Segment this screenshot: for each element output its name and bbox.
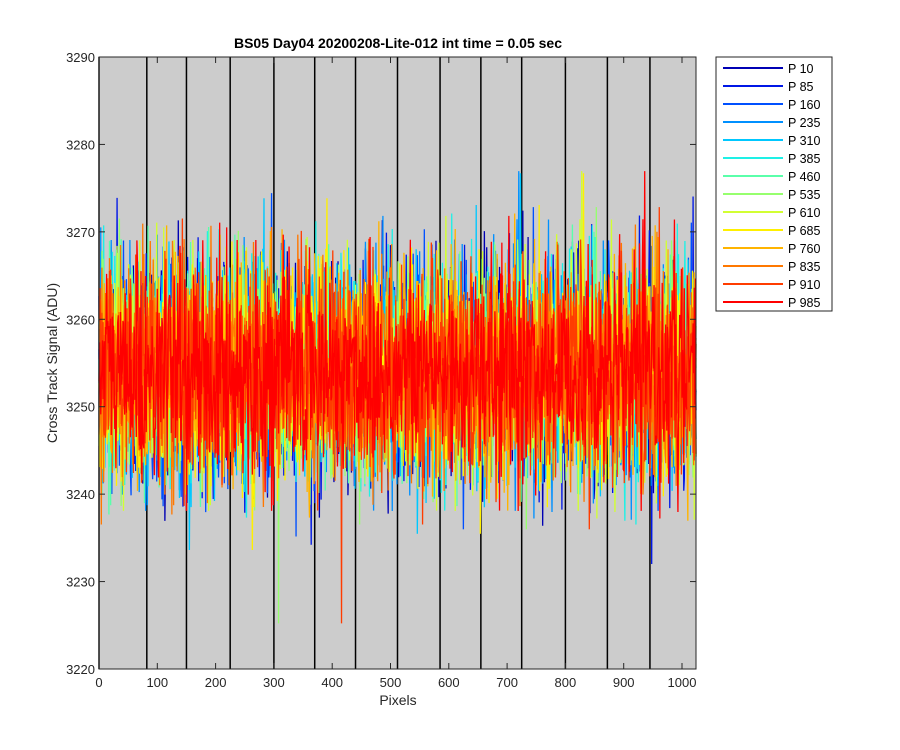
x-tick-label: 800 [555, 675, 577, 690]
x-tick-label: 1000 [668, 675, 697, 690]
x-tick-label: 400 [321, 675, 343, 690]
y-tick-label: 3230 [66, 575, 95, 590]
y-tick-label: 3270 [66, 225, 95, 240]
legend-entry: P 235 [788, 116, 820, 130]
legend-entry: P 985 [788, 296, 820, 310]
legend-entry: P 160 [788, 98, 820, 112]
y-axis: 3220 3230 3240 3250 3260 3270 3280 3290 [66, 50, 696, 677]
legend-entry: P 835 [788, 260, 820, 274]
y-tick-label: 3240 [66, 487, 95, 502]
legend-entry: P 760 [788, 242, 820, 256]
y-tick-label: 3290 [66, 50, 95, 65]
x-tick-label: 100 [146, 675, 168, 690]
series-layer [98, 171, 697, 624]
y-tick-label: 3220 [66, 662, 95, 677]
legend-entry: P 685 [788, 224, 820, 238]
x-tick-label: 900 [613, 675, 635, 690]
legend-entry: P 10 [788, 62, 814, 76]
y-tick-label: 3260 [66, 312, 95, 327]
x-tick-label: 700 [496, 675, 518, 690]
legend-entry: P 385 [788, 152, 820, 166]
plot-frame [98, 56, 697, 670]
y-tick-label: 3250 [66, 400, 95, 415]
legend-box [715, 56, 833, 312]
x-tick-label: 200 [205, 675, 227, 690]
legend-entry: P 610 [788, 206, 820, 220]
x-tick-label: 500 [380, 675, 402, 690]
legend-entry: P 85 [788, 80, 814, 94]
legend: P 10 P 85 P 160 P 235 P 310 P 385 P 460 P 535 P … [715, 56, 833, 312]
legend-entry: P 910 [788, 278, 820, 292]
x-tick-label: 0 [95, 675, 102, 690]
legend-entry: P 460 [788, 170, 820, 184]
x-axis-label: Pixels [379, 692, 416, 708]
chart-title: BS05 Day04 20200208-Lite-012 int time = … [234, 35, 562, 51]
series-line-p985 [98, 171, 697, 519]
y-axis-label: Cross Track Signal (ADU) [44, 283, 60, 443]
legend-entry: P 310 [788, 134, 820, 148]
y-tick-label: 3280 [66, 137, 95, 152]
x-tick-label: 300 [263, 675, 285, 690]
x-tick-label: 600 [438, 675, 460, 690]
x-axis: 0 100 200 300 400 500 600 700 800 900 1000 [95, 57, 696, 690]
legend-entry: P 535 [788, 188, 820, 202]
